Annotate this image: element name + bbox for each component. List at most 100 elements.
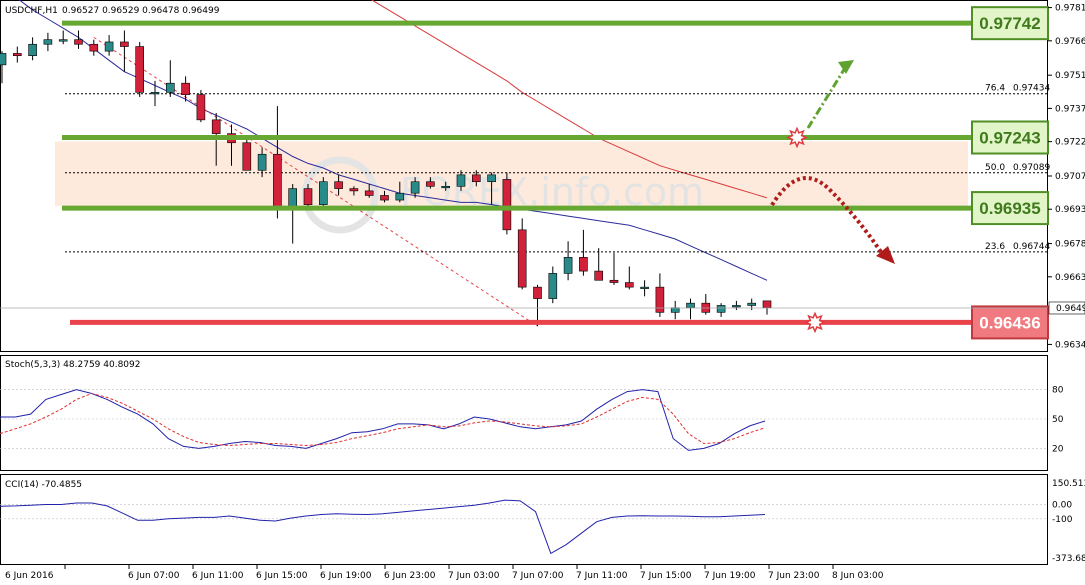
stoch-tick-label: 80 — [1052, 386, 1064, 396]
ma-slow-line — [370, 0, 768, 199]
support-touch-marker — [804, 311, 826, 334]
current-price-label: 0.96499 — [1056, 304, 1085, 314]
candle-bullish — [563, 257, 573, 274]
candle-bullish — [747, 302, 757, 306]
fib-level-label: 23.6 — [985, 242, 1005, 252]
fib-level-value: 0.97089 — [1013, 163, 1050, 173]
stoch-panel-frame — [0, 355, 1048, 471]
time-tick-label: 8 Jun 03:00 — [832, 571, 884, 581]
cci-tick-label: 150.5136 — [1052, 479, 1085, 489]
fibonacci-trendline — [93, 36, 538, 327]
cci-panel-frame — [0, 474, 1048, 565]
candle-bearish — [13, 53, 22, 57]
level-value-label: 0.96436 — [979, 313, 1040, 332]
level-box — [971, 6, 1049, 41]
level-value-label: 0.97742 — [979, 14, 1040, 33]
candle-bullish — [640, 286, 649, 289]
level-value-label: 0.96935 — [979, 199, 1040, 218]
time-tick-label: 7 Jun 11:00 — [576, 571, 628, 581]
time-tick-label: 6 Jun 11:00 — [192, 571, 244, 581]
candle-bearish — [74, 39, 83, 45]
time-tick-label: 7 Jun 23:00 — [768, 571, 820, 581]
level-box — [971, 120, 1049, 155]
candle-bearish — [762, 300, 772, 309]
candle-bullish — [395, 192, 405, 201]
time-tick-label: 6 Jun 2016 — [5, 571, 54, 581]
candle-bullish — [487, 174, 496, 183]
time-tick-label: 6 Jun 07:00 — [128, 571, 180, 581]
fib-level-value: 0.97434 — [1013, 84, 1050, 94]
stoch-main-line — [0, 389, 766, 451]
breakout-marker — [786, 126, 808, 149]
candle-bullish — [58, 39, 68, 42]
cci-tick-label: -100 — [1052, 515, 1073, 525]
candle-bearish — [502, 179, 512, 231]
candle-bearish — [471, 174, 481, 183]
candle-bearish — [242, 142, 252, 171]
candle-bearish — [181, 82, 190, 95]
cci-title: CCI(14) -70.4855 — [5, 480, 82, 490]
bullish-arrow — [806, 67, 847, 129]
candle-bullish — [670, 307, 680, 313]
time-tick-label: 7 Jun 15:00 — [640, 571, 692, 581]
fib-level-label: 76.4 — [985, 84, 1005, 94]
time-tick-label: 6 Jun 23:00 — [384, 571, 436, 581]
candle-bearish — [334, 181, 343, 189]
price-tick-label: 0.97225 — [1055, 138, 1085, 148]
support-resistance-zone — [55, 141, 968, 207]
main-panel-frame — [0, 0, 1048, 352]
candle-bullish — [318, 181, 328, 205]
candle-bullish — [410, 181, 420, 194]
candle-bullish — [288, 188, 298, 208]
candle-bearish — [380, 195, 389, 201]
price-tick-label: 0.97665 — [1055, 37, 1085, 47]
candle-bullish — [257, 153, 267, 171]
cci-line — [0, 499, 766, 555]
candle-bearish — [196, 94, 206, 121]
cci-tick-label: 0.00 — [1052, 500, 1072, 510]
time-tick-label: 7 Jun 19:00 — [704, 571, 756, 581]
candle-bearish — [120, 41, 129, 47]
time-tick-label: 6 Jun 19:00 — [320, 571, 372, 581]
time-tick-label: 6 Jun 15:00 — [256, 571, 308, 581]
price-tick-label: 0.96635 — [1055, 273, 1085, 283]
candle-bearish — [303, 188, 313, 205]
candle-bullish — [43, 39, 53, 45]
level-box — [971, 305, 1049, 340]
candle-bearish — [624, 282, 634, 288]
candle-bearish — [533, 286, 542, 299]
price-tick-label: 0.97075 — [1055, 172, 1085, 182]
candle-bullish — [166, 82, 175, 93]
level-box — [971, 191, 1049, 226]
stoch-signal-line — [0, 392, 766, 447]
fib-level-value: 0.96744 — [1013, 242, 1050, 252]
candle-bearish — [211, 119, 221, 134]
candle-bearish — [579, 257, 588, 272]
stoch-title: Stoch(5,3,3) 48.2759 40.8092 — [5, 360, 140, 370]
cci-tick-label: -373.6867 — [1052, 554, 1085, 564]
candle-bearish — [609, 279, 619, 283]
candle-bearish — [89, 43, 99, 52]
level-value-label: 0.97243 — [979, 129, 1040, 148]
time-tick-label: 7 Jun 07:00 — [512, 571, 564, 581]
candle-bearish — [273, 153, 282, 208]
stoch-tick-label: 20 — [1052, 444, 1064, 454]
current-price-tag — [1048, 301, 1085, 315]
candle-bearish — [364, 190, 374, 196]
ma-fast-line — [18, 0, 768, 281]
stoch-tick-label: 50 — [1052, 415, 1064, 425]
candle-bullish — [104, 41, 114, 52]
candle-bearish — [517, 229, 527, 288]
candle-bullish — [686, 302, 695, 309]
candle-bearish — [135, 46, 144, 93]
ohlc-readout: 0.96527 0.96529 0.96478 0.96499 — [62, 6, 220, 16]
candle-bullish — [150, 92, 160, 95]
candle-bullish — [28, 43, 37, 57]
candle-bullish — [456, 174, 466, 187]
